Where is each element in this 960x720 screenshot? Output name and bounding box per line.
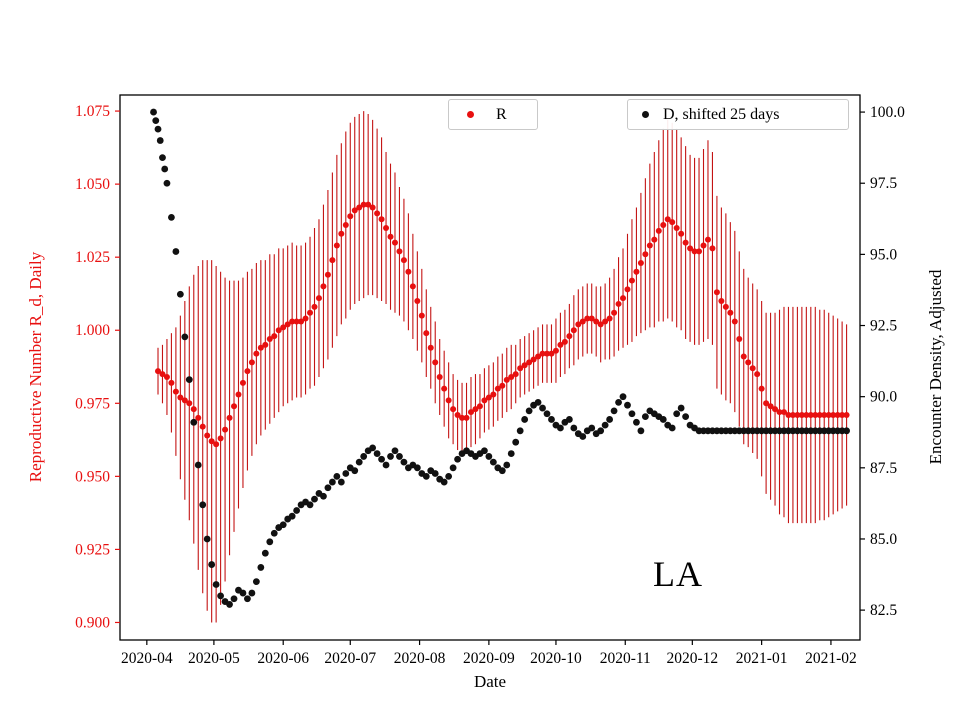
svg-text:1.075: 1.075 (75, 103, 110, 120)
svg-text:92.5: 92.5 (870, 318, 897, 335)
svg-text:0.950: 0.950 (75, 468, 110, 485)
svg-text:0.975: 0.975 (75, 395, 110, 412)
svg-text:82.5: 82.5 (870, 602, 897, 619)
svg-text:1.050: 1.050 (75, 176, 110, 193)
y-axis-label-left: Reproductive Number R_d, Daily (26, 251, 45, 483)
legend-r-marker-icon (467, 111, 474, 118)
svg-text:87.5: 87.5 (870, 460, 897, 477)
x-axis-label: Date (473, 672, 507, 691)
plot-annotation-la: LA (653, 554, 703, 594)
svg-text:85.0: 85.0 (870, 531, 897, 548)
legend-box-d: D, shifted 25 days (627, 99, 849, 130)
svg-text:2020-06: 2020-06 (257, 650, 309, 667)
svg-text:2020-05: 2020-05 (188, 650, 240, 667)
svg-text:2020-09: 2020-09 (463, 650, 515, 667)
y-axis-label-right: Encounter Density, Adjusted (926, 269, 945, 465)
svg-text:2020-08: 2020-08 (394, 650, 446, 667)
svg-text:2020-11: 2020-11 (600, 650, 651, 667)
legend-d-marker-icon (642, 111, 649, 118)
svg-text:2021-01: 2021-01 (736, 650, 788, 667)
svg-text:2021-02: 2021-02 (805, 650, 857, 667)
legend-box-r: R (448, 99, 538, 130)
svg-text:1.025: 1.025 (75, 249, 110, 266)
legend-d-label: D, shifted 25 days (663, 105, 780, 123)
svg-text:0.900: 0.900 (75, 614, 110, 631)
svg-text:1.000: 1.000 (75, 322, 110, 339)
svg-text:95.0: 95.0 (870, 246, 897, 263)
svg-text:2020-04: 2020-04 (121, 650, 173, 667)
svg-text:0.925: 0.925 (75, 541, 110, 558)
svg-text:2020-07: 2020-07 (324, 650, 376, 667)
svg-text:100.0: 100.0 (870, 104, 905, 121)
svg-text:2020-12: 2020-12 (666, 650, 718, 667)
svg-text:2020-10: 2020-10 (530, 650, 582, 667)
svg-text:90.0: 90.0 (870, 389, 897, 406)
svg-text:97.5: 97.5 (870, 175, 897, 192)
legend-r-label: R (496, 105, 507, 123)
